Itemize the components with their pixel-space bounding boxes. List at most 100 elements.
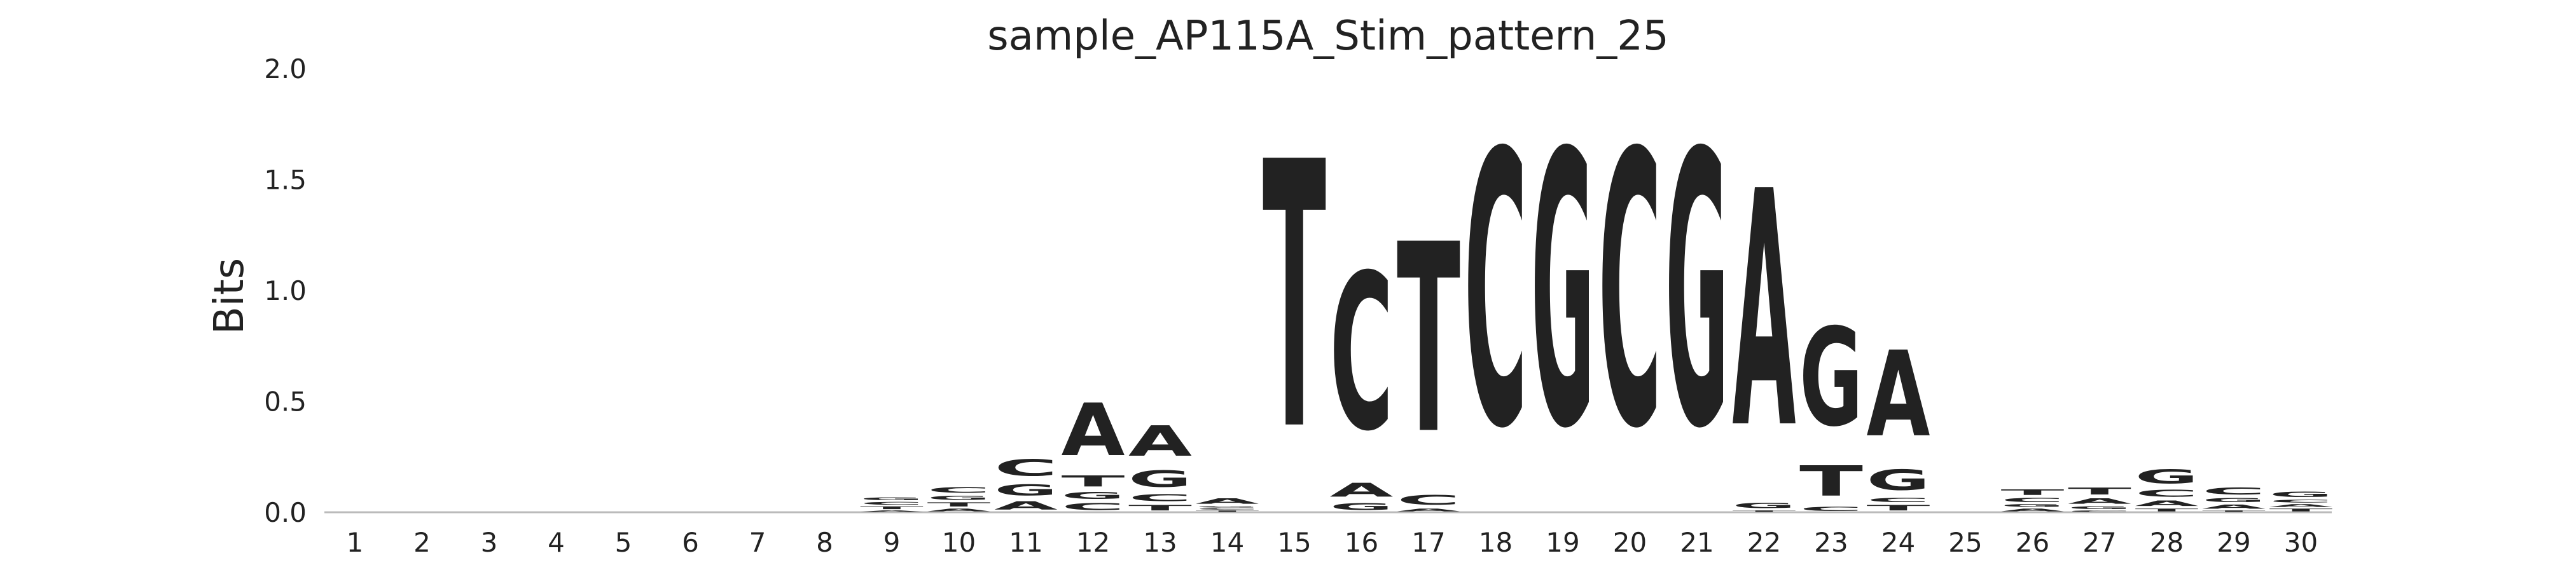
logo-letter-g: G <box>1531 74 1595 511</box>
logo-letter-g: G <box>927 494 991 501</box>
logo-letter-g: G <box>1196 506 1259 508</box>
x-tick-label: 19 <box>1546 527 1579 558</box>
logo-letter-a: A <box>860 510 924 512</box>
logo-letter-c: C <box>860 501 924 506</box>
x-tick-label: 5 <box>615 527 632 558</box>
x-tick-label: 6 <box>682 527 699 558</box>
x-tick-label: 7 <box>749 527 766 558</box>
logo-letter-a: A <box>927 508 991 512</box>
x-axis-ticks: 1 2 3 4 5 6 7 8 9 10 11 12 13 14 15 16 17 18 19 20 21 22 23 24 2… <box>347 527 2318 558</box>
x-tick-label: 10 <box>942 527 976 558</box>
logo-letter-c: C <box>927 486 991 494</box>
logo-letter-a: A <box>1330 479 1394 501</box>
logo-letter-c: C <box>2001 497 2065 503</box>
logo-letter-g: G <box>994 481 1058 499</box>
x-tick-label: 12 <box>1076 527 1110 558</box>
logo-letter-t: T <box>1062 472 1126 490</box>
logo-letter-g: G <box>2269 490 2333 499</box>
y-tick-label: 2.0 <box>264 53 307 85</box>
logo-letter-c: C <box>1598 74 1662 512</box>
logo-letter-c: C <box>1397 493 1460 508</box>
y-tick-label: 0.0 <box>264 497 307 528</box>
logo-letter-g: G <box>2068 506 2131 510</box>
logo-letter-c: C <box>994 455 1058 481</box>
y-axis-label: Bits <box>206 258 253 334</box>
x-tick-label: 30 <box>2284 527 2318 558</box>
logo-letter-a: A <box>2001 508 2065 512</box>
x-tick-label: 17 <box>1411 527 1445 558</box>
logo-letter-t: T <box>1263 86 1327 512</box>
logo-letter-c: C <box>2135 488 2199 499</box>
logo-letter-g: G <box>1799 300 1863 456</box>
x-tick-label: 18 <box>1479 527 1513 558</box>
x-tick-label: 15 <box>1277 527 1311 558</box>
y-axis-ticks: 0.0 0.5 1.0 1.5 2.0 <box>264 53 307 528</box>
logo-letter-c: C <box>1867 497 1930 503</box>
logo-letter-c: C <box>1062 501 1125 512</box>
logo-letter-a: A <box>994 499 1058 512</box>
logo-letter-t: T <box>927 501 991 508</box>
logo-letter-a: A <box>2202 503 2266 510</box>
x-tick-label: 21 <box>1680 527 1714 558</box>
logo-letter-t: T <box>1867 503 1930 512</box>
logo-letter-g: G <box>2202 497 2266 503</box>
x-tick-label: 28 <box>2150 527 2184 558</box>
x-tick-label: 9 <box>883 527 901 558</box>
logo-letter-g: G <box>2001 503 2065 508</box>
logo-letter-t: T <box>1733 510 1796 512</box>
logo-letter-t: T <box>860 506 924 510</box>
logo-letter-a: A <box>2269 503 2333 508</box>
x-tick-label: 23 <box>1814 527 1848 558</box>
logo-letter-a: A <box>1128 418 1192 466</box>
logo-letter-g: G <box>1665 74 1729 511</box>
x-tick-label: 29 <box>2217 527 2250 558</box>
x-tick-label: 2 <box>413 527 431 558</box>
logo-letter-g: G <box>1128 466 1192 492</box>
logo-letter-a: A <box>1867 326 1930 463</box>
logo-letter-a: A <box>1397 508 1460 512</box>
logo-letter-g: G <box>1867 463 1930 496</box>
x-tick-label: 3 <box>481 527 498 558</box>
x-tick-label: 26 <box>2016 527 2049 558</box>
logo-letter-g: G <box>860 497 924 501</box>
y-tick-label: 0.5 <box>264 386 307 418</box>
x-tick-label: 1 <box>347 527 364 558</box>
y-tick-label: 1.5 <box>264 165 307 196</box>
logo-letter-c: C <box>1196 508 1259 510</box>
x-tick-label: 27 <box>2082 527 2116 558</box>
logo-letter-g: G <box>1062 490 1125 501</box>
logo-letter-c: C <box>2068 510 2131 512</box>
x-tick-label: 11 <box>1009 527 1042 558</box>
logo-letter-t: T <box>2202 510 2266 512</box>
logo-letter-c: C <box>2202 486 2266 496</box>
x-tick-label: 22 <box>1747 527 1781 558</box>
chart-title: sample_AP115A_Stim_pattern_25 <box>987 13 1668 60</box>
x-tick-label: 13 <box>1143 527 1177 558</box>
logo-letter-a: A <box>1196 497 1259 506</box>
logo-letter-c: C <box>1128 493 1192 503</box>
logo-letter-t: T <box>2068 486 2131 496</box>
logo-letter-g: G <box>2135 466 2199 488</box>
logo-letter-t: T <box>2135 508 2199 512</box>
x-tick-label: 25 <box>1948 527 1982 558</box>
logo-letter-t: T <box>1397 189 1461 491</box>
logo-letter-a: A <box>2135 499 2199 508</box>
x-tick-label: 8 <box>816 527 833 558</box>
logo-letter-g: G <box>1733 501 1796 510</box>
y-tick-label: 1.0 <box>264 275 307 306</box>
x-tick-label: 16 <box>1345 527 1378 558</box>
logo-letter-a: A <box>2068 497 2131 506</box>
logo-letter-t: T <box>2001 488 2065 497</box>
logo-letter-c: C <box>1464 74 1528 512</box>
x-tick-label: 20 <box>1613 527 1647 558</box>
x-tick-label: 24 <box>1881 527 1915 558</box>
logo-letter-a: A <box>1733 123 1797 500</box>
logo-letter-c: C <box>1330 228 1394 478</box>
x-tick-label: 4 <box>548 527 565 558</box>
x-tick-label: 14 <box>1210 527 1244 558</box>
logo-letter-t: T <box>2269 508 2333 512</box>
logo-letter-g: G <box>1330 501 1394 512</box>
logo-letter-c: C <box>2269 499 2333 503</box>
